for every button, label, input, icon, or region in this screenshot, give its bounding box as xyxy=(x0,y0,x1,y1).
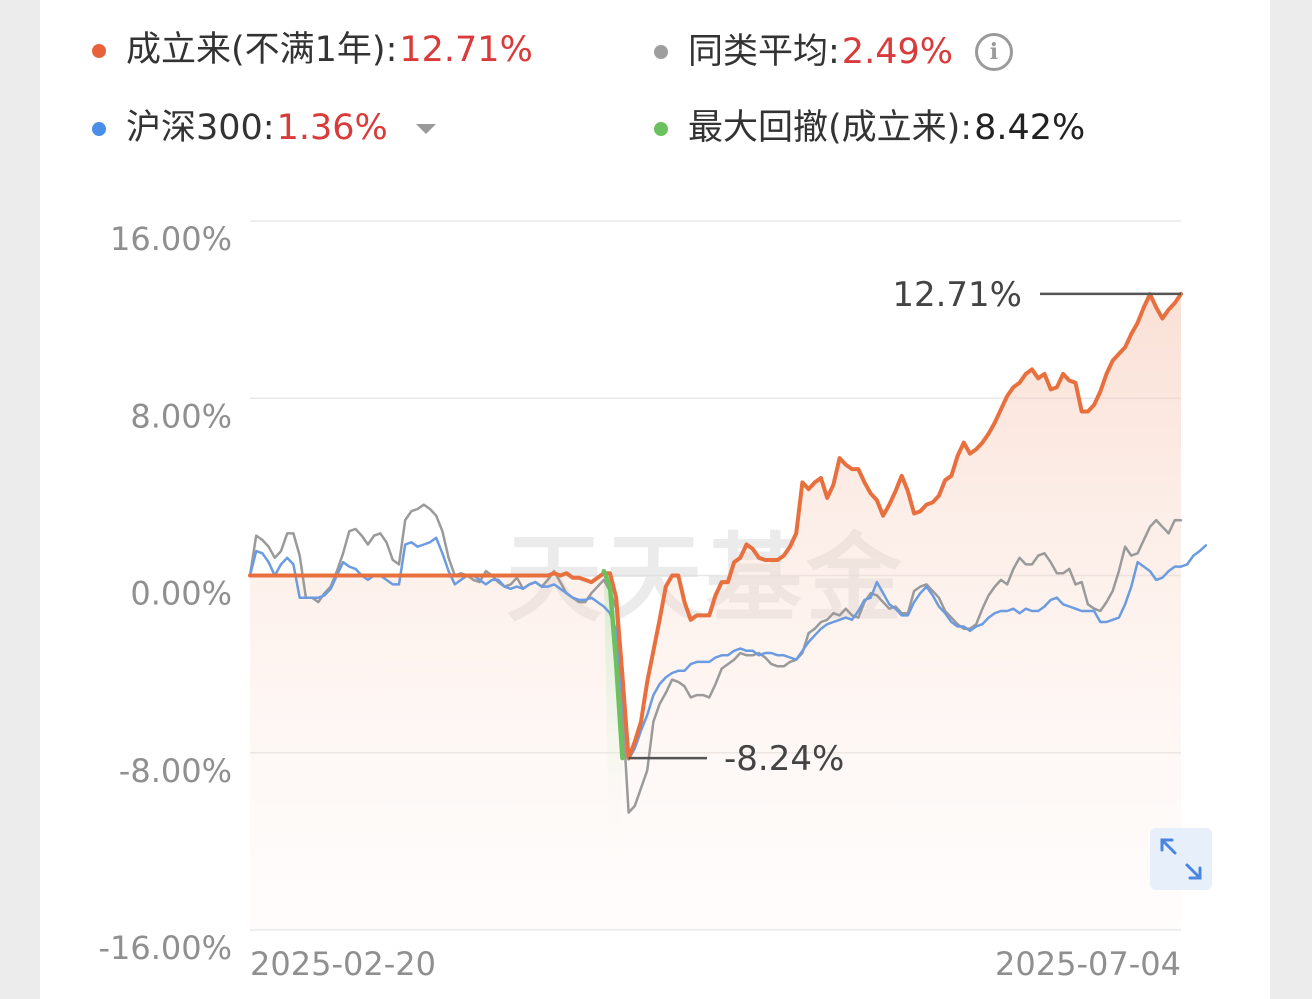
legend-index[interactable]: 沪深300: 1.36% xyxy=(92,111,436,146)
y-tick-label: 0.00% xyxy=(130,575,232,613)
expand-button[interactable] xyxy=(1150,828,1212,890)
fund-area-fill xyxy=(250,293,1181,930)
legend-peer-value: 2.49% xyxy=(841,31,953,72)
series-lines xyxy=(248,291,1208,814)
y-axis-ticks: 16.00% 8.00% 0.00% -8.00% -16.00% xyxy=(98,220,232,967)
x-tick-label: 2025-02-20 xyxy=(250,945,436,983)
annotations: 12.71% -8.24% xyxy=(628,275,1181,779)
area-fills xyxy=(250,293,1181,930)
y-tick-label: 8.00% xyxy=(130,397,232,435)
min-annotation-label: -8.24% xyxy=(724,739,844,779)
legend-drawdown-value: 8.42% xyxy=(974,108,1086,148)
peer-series-line xyxy=(248,503,1183,814)
x-tick-label: 2025-07-04 xyxy=(995,945,1181,983)
x-axis-ticks: 2025-02-20 2025-07-04 xyxy=(250,945,1181,983)
legend-fund-label: 成立来(不满1年): xyxy=(126,30,398,70)
legend-peer[interactable]: 同类平均: 2.49% i xyxy=(654,33,1013,71)
legend-index-dot xyxy=(92,121,106,136)
legend-fund-value: 12.71% xyxy=(399,30,533,70)
legend-fund[interactable]: 成立来(不满1年): 12.71% xyxy=(92,33,533,68)
legend-drawdown-label: 最大回撤(成立来): xyxy=(688,108,973,148)
legend-peer-dot xyxy=(654,45,668,59)
drawdown-series-line xyxy=(601,568,625,761)
legend-index-value: 1.36% xyxy=(276,108,388,148)
legend-drawdown-dot xyxy=(654,121,668,136)
chevron-down-icon[interactable] xyxy=(415,123,436,134)
max-annotation-label: 12.71% xyxy=(892,275,1022,315)
legend-drawdown[interactable]: 最大回撤(成立来): 8.42% xyxy=(654,111,1085,146)
legend-peer-label: 同类平均: xyxy=(688,31,840,72)
y-tick-label: -16.00% xyxy=(98,929,232,967)
expand-icon xyxy=(1160,838,1202,880)
index-series-line xyxy=(248,536,1208,761)
y-tick-label: -8.00% xyxy=(119,752,232,790)
legend-fund-dot xyxy=(92,43,106,58)
legend-index-label: 沪深300: xyxy=(126,108,275,148)
y-tick-label: 16.00% xyxy=(110,220,232,258)
fund-series-line xyxy=(248,291,1183,761)
info-icon[interactable]: i xyxy=(974,33,1013,71)
drawdown-area-fill xyxy=(603,571,623,899)
